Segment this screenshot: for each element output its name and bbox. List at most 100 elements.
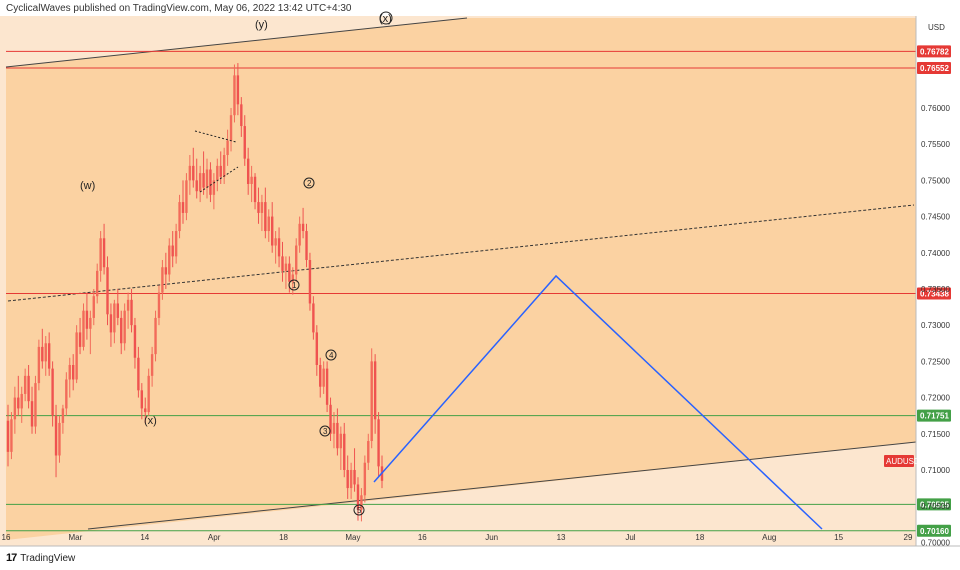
candle [363,455,367,503]
candle [308,252,312,311]
candle [47,332,51,376]
x-tick-label: 18 [695,533,704,542]
price-level-tag [917,498,951,511]
candle [109,303,113,347]
candle [353,448,356,492]
candle [99,231,102,282]
candle [113,299,116,344]
candle [61,404,65,434]
y-tick-label: 0.71000 [921,466,950,475]
price-level-label: 0.76782 [920,47,949,56]
candle [137,346,140,398]
candle [147,368,150,416]
candle [37,339,41,391]
candle [322,361,325,394]
symbol-tag: AUDUSD [884,455,920,467]
candle [329,397,332,442]
candle [150,346,154,387]
candle [23,368,27,402]
candle [130,288,133,333]
x-tick-label: Aug [762,533,776,542]
tradingview-brand: TradingView [20,552,76,564]
candle [92,288,95,326]
candle [205,158,209,199]
candle [209,162,212,203]
candle [260,194,264,232]
y-tick-label: 0.75000 [921,176,950,185]
y-tick-label: 0.76000 [921,104,950,113]
candle [126,292,130,329]
candle [233,64,236,123]
candle [174,223,178,264]
x-tick-label: 16 [2,533,11,542]
candle [161,260,164,300]
candle [154,310,157,362]
candle [216,158,219,192]
x-tick-label: 15 [834,533,843,542]
candle [274,231,277,264]
wave-label-x-top: (x) [379,11,393,25]
price-level-tag [917,524,951,537]
candle [298,216,301,253]
y-tick-label: 0.74000 [921,249,950,258]
candle [140,383,144,420]
candle [89,310,92,355]
wave-label-5: 5 [353,504,365,516]
candle [82,303,85,351]
projection-path [373,274,823,530]
wave-label-w: (w) [80,180,95,192]
candle [312,296,315,340]
y-tick-label: 0.70500 [921,502,950,511]
candle [281,241,284,282]
y-tick-label: 0.75500 [921,140,950,149]
y-tick-label: 0.73000 [921,321,950,330]
candle [78,317,82,355]
y-tick-label: 0.73500 [921,285,950,294]
candle [157,285,161,326]
publisher-caption: CyclicalWaves published on TradingView.c… [6,3,352,14]
wave-label-2: 2 [303,177,315,189]
candle [253,173,257,210]
wave-label-x-mid: (x) [144,415,157,427]
candle [349,462,353,499]
candle [178,194,181,239]
svg-text:3: 3 [323,427,328,436]
candle [250,165,253,203]
candle [373,354,377,434]
candle [277,227,281,268]
x-tick-label: 18 [279,533,288,542]
candle [13,386,17,434]
candle [164,252,168,289]
channel-fill [6,18,916,540]
candle [44,336,47,376]
candle [360,488,363,522]
x-tick-label: 13 [557,533,566,542]
x-tick-label: 16 [418,533,427,542]
candle [343,422,346,478]
candle [120,310,123,355]
tradingview-logo-icon: 17 [6,552,17,564]
candle [71,354,75,391]
x-tick-label: 29 [904,533,913,542]
candle [257,187,260,224]
price-level-label: 0.76552 [920,64,949,73]
svg-text:2: 2 [307,179,312,188]
triangle-pattern [194,130,239,193]
price-level-label: 0.70525 [920,500,949,509]
candle [85,292,89,340]
y-tick-label: 0.70000 [921,538,950,547]
candle [168,238,171,282]
candle [41,328,44,369]
price-level-label: 0.70160 [920,527,949,536]
candle [367,433,370,470]
candle [123,303,126,351]
x-tick-label: Mar [68,533,82,542]
candle [17,375,20,416]
candle [133,317,137,369]
candle [305,223,308,268]
candle [236,63,240,116]
candle [116,288,119,326]
candle [226,129,229,166]
candle [246,147,250,195]
